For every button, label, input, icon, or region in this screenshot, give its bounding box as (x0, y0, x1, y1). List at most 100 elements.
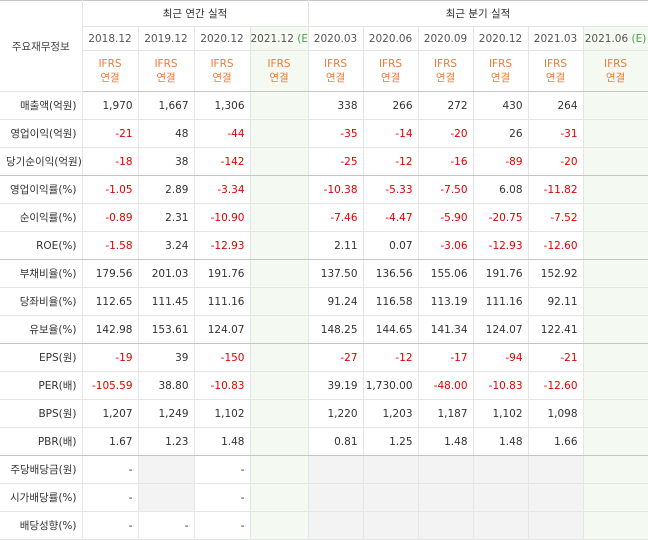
table-cell: - (82, 483, 139, 512)
table-cell (250, 455, 309, 484)
table-cell: 111.16 (194, 287, 251, 316)
table-cell: - (82, 511, 139, 540)
table-cell (418, 483, 474, 512)
table-cell: - (138, 511, 195, 540)
row-label: PBR(배) (0, 427, 83, 456)
table-cell: -10.90 (194, 203, 251, 232)
table-cell: 1.66 (528, 427, 584, 456)
table-cell (250, 287, 309, 316)
table-row: 매출액(억원) 1,970 1,667 1,306 338 266 272 430 264 (0, 91, 648, 120)
table-cell (307, 483, 364, 512)
table-cell: -20 (418, 119, 474, 148)
table-cell: 148.25 (307, 315, 364, 344)
table-cell: 1,970 (82, 91, 139, 120)
table-cell (363, 483, 419, 512)
table-cell: 48 (138, 119, 195, 148)
table-cell: 2.31 (138, 203, 195, 232)
table-row: 당기순이익(억원) -18 38 -142 -25 -12 -16 -89 -20 (0, 147, 648, 176)
table-cell: -12.93 (194, 231, 251, 260)
table-cell: -11.82 (528, 175, 584, 204)
table-cell: - (194, 511, 251, 540)
table-cell (583, 175, 648, 204)
table-cell: 272 (418, 91, 474, 120)
ifrs-label: IFRS (433, 58, 458, 70)
table-cell: 142.98 (82, 315, 139, 344)
table-cell (250, 511, 309, 540)
ifrs-consolidated-tag: IFRS 연결 (583, 50, 648, 92)
table-cell: -10.83 (473, 371, 529, 400)
table-cell: -12.60 (528, 231, 584, 260)
row-label: 영업이익률(%) (0, 175, 83, 204)
table-cell (583, 511, 648, 540)
table-cell (583, 231, 648, 260)
table-cell (418, 511, 474, 540)
consolidated-label: 연결 (269, 72, 289, 84)
table-cell: -44 (194, 119, 251, 148)
table-cell: 1,249 (138, 399, 195, 428)
ifrs-label: IFRS (488, 58, 513, 70)
period-header: 2020.03 (307, 26, 364, 51)
table-cell: 338 (307, 91, 364, 120)
ifrs-consolidated-tag: IFRS 연결 (473, 50, 529, 92)
row-label: EPS(원) (0, 343, 83, 372)
table-cell: 1.48 (194, 427, 251, 456)
table-cell: 1.67 (82, 427, 139, 456)
table-cell: -31 (528, 119, 584, 148)
period-header: 2020.12 (194, 26, 251, 51)
table-cell: -18 (82, 147, 139, 176)
table-cell (583, 147, 648, 176)
table-cell: 1.25 (363, 427, 419, 456)
table-cell (250, 147, 309, 176)
ifrs-label: IFRS (154, 58, 178, 70)
row-label: 매출액(억원) (0, 91, 83, 120)
table-cell: 26 (473, 119, 529, 148)
table-cell (583, 455, 648, 484)
table-cell: -0.89 (82, 203, 139, 232)
table-row: ROE(%) -1.58 3.24 -12.93 2.11 0.07 -3.06 -12.93… (0, 231, 648, 260)
ifrs-consolidated-tag: IFRS 연결 (528, 50, 584, 92)
row-header-label: 주요재무정보 (0, 0, 83, 92)
table-cell: -1.05 (82, 175, 139, 204)
table-cell (250, 371, 309, 400)
table-cell: -3.06 (418, 231, 474, 260)
table-cell: -7.46 (307, 203, 364, 232)
table-cell: -5.33 (363, 175, 419, 204)
annual-results-title: 최근 연간 실적 (82, 0, 309, 27)
table-cell: 92.11 (528, 287, 584, 316)
table-cell (250, 427, 309, 456)
consolidated-label: 연결 (212, 72, 232, 84)
table-cell: 1,187 (418, 399, 474, 428)
table-cell: 191.76 (194, 259, 251, 288)
estimate-mark: (E) (297, 32, 308, 45)
table-row: 당좌비율(%) 112.65 111.45 111.16 91.24 116.58 113.… (0, 287, 648, 316)
table-cell: -12.60 (528, 371, 584, 400)
table-cell: 113.19 (418, 287, 474, 316)
period-header: 2020.09 (418, 26, 474, 51)
table-cell: 111.45 (138, 287, 195, 316)
table-cell: 0.07 (363, 231, 419, 260)
table-cell: 111.16 (473, 287, 529, 316)
table-cell: - (194, 455, 251, 484)
table-cell: 153.61 (138, 315, 195, 344)
row-label: BPS(원) (0, 399, 83, 428)
table-cell: 144.65 (363, 315, 419, 344)
period-header-estimate: 2021.12 (E) (250, 26, 309, 51)
table-row: 배당성향(%) - - - (0, 511, 648, 540)
consolidated-label: 연결 (325, 72, 346, 84)
table-cell (250, 91, 309, 120)
table-cell: 1.48 (418, 427, 474, 456)
ifrs-consolidated-tag: IFRS 연결 (418, 50, 474, 92)
table-row: 순이익률(%) -0.89 2.31 -10.90 -7.46 -4.47 -5.90 -20… (0, 203, 648, 232)
table-cell (307, 455, 364, 484)
period-header-estimate: 2021.06 (E) (583, 26, 648, 51)
table-row: 유보율(%) 142.98 153.61 124.07 148.25 144.65 141.… (0, 315, 648, 344)
table-cell: 152.92 (528, 259, 584, 288)
ifrs-row: IFRS 연결 IFRS 연결 IFRS 연결 IFRS 연결 IFRS 연결 IFRS 연결 IFRS… (0, 50, 648, 92)
table-cell: -94 (473, 343, 529, 372)
estimate-mark: (E) (631, 32, 647, 45)
table-cell (528, 511, 584, 540)
table-cell (473, 511, 529, 540)
table-cell (583, 315, 648, 344)
table-cell: 91.24 (307, 287, 364, 316)
consolidated-label: 연결 (435, 72, 456, 84)
